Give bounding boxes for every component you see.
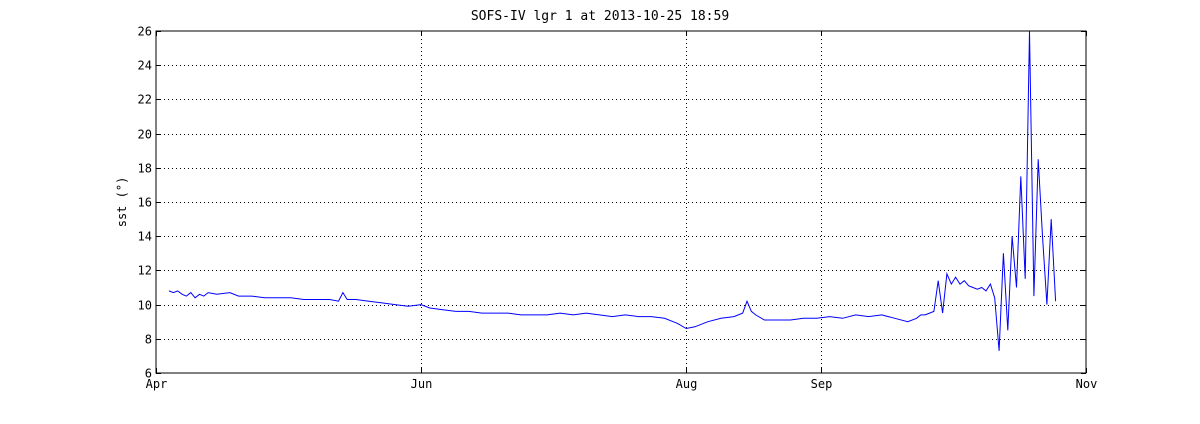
grid-lines <box>156 31 1086 373</box>
y-axis-label: sst (°) <box>115 177 129 228</box>
x-tick-labels: Apr Jun Aug Sep Nov <box>146 377 1098 391</box>
y-tick-labels: 6 8 10 12 14 16 18 20 22 24 26 <box>138 25 152 381</box>
y-tick-label: 24 <box>138 59 152 73</box>
y-tick-label: 22 <box>138 93 152 107</box>
series-line-sst <box>168 30 1057 351</box>
y-tick-label: 20 <box>138 128 152 142</box>
y-tick-label: 8 <box>145 333 152 347</box>
axis-ticks <box>156 31 1087 374</box>
y-tick-label: 16 <box>138 196 152 210</box>
y-tick-label: 26 <box>138 25 152 39</box>
x-tick-label: Jun <box>411 377 433 391</box>
chart-title: SOFS-IV lgr 1 at 2013-10-25 18:59 <box>471 9 729 24</box>
y-tick-label: 18 <box>138 162 152 176</box>
y-tick-label: 12 <box>138 264 152 278</box>
x-tick-label: Sep <box>811 377 833 391</box>
x-tick-label: Aug <box>676 377 698 391</box>
y-tick-label: 10 <box>138 299 152 313</box>
y-tick-label: 6 <box>145 367 152 381</box>
y-tick-label: 14 <box>138 230 152 244</box>
x-tick-label: Nov <box>1076 377 1098 391</box>
x-tick-label: Apr <box>146 377 168 391</box>
